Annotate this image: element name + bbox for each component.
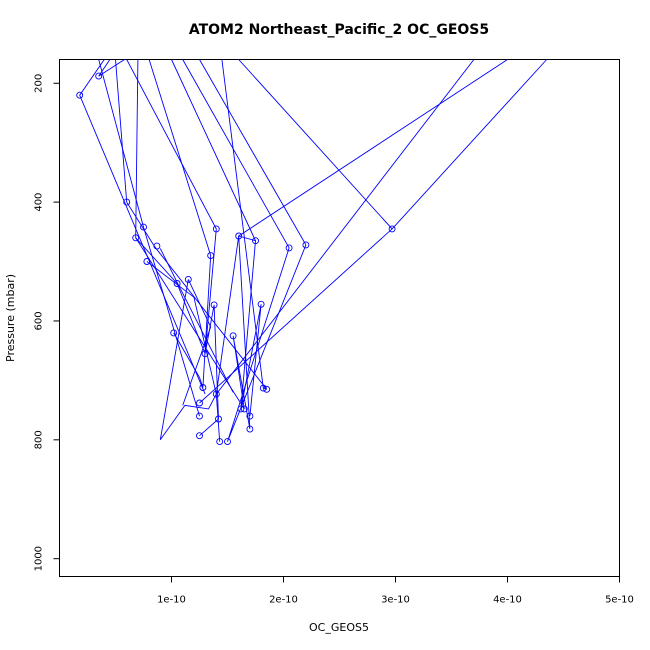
y-tick-label: 600 xyxy=(34,311,45,330)
data-point xyxy=(252,237,259,245)
data-point xyxy=(259,384,267,392)
series-line xyxy=(148,59,212,388)
data-point xyxy=(123,198,131,206)
x-tick-label: 3e-10 xyxy=(381,595,410,606)
x-tick-label: 1e-10 xyxy=(157,595,186,606)
data-point xyxy=(170,329,178,337)
series-line xyxy=(237,59,508,242)
y-tick-label: 1000 xyxy=(34,546,45,571)
data-point xyxy=(210,301,218,309)
series-line xyxy=(135,59,251,441)
data-point xyxy=(132,234,140,242)
y-tick-label: 800 xyxy=(34,430,45,449)
data-point xyxy=(199,384,207,391)
x-tick-label: 5e-10 xyxy=(605,595,634,606)
data-point xyxy=(212,390,220,398)
data-point xyxy=(153,242,161,250)
data-point xyxy=(237,405,245,413)
data-point xyxy=(196,432,203,440)
data-point xyxy=(143,258,151,265)
data-point xyxy=(95,72,103,80)
series-line xyxy=(221,59,267,390)
data-point xyxy=(285,244,293,252)
data-point xyxy=(229,332,237,340)
series-line xyxy=(159,248,234,393)
data-point xyxy=(184,275,192,283)
data-point xyxy=(235,232,243,240)
data-point xyxy=(76,91,84,99)
plot-lines xyxy=(79,59,548,442)
data-point xyxy=(246,412,254,420)
series-line xyxy=(199,59,307,246)
data-point xyxy=(140,223,147,231)
chart-title: ATOM2 Northeast_Pacific_2 OC_GEOS5 xyxy=(189,22,489,38)
data-point xyxy=(240,405,248,413)
data-point xyxy=(212,225,220,233)
x-axis: 1e-10 2e-10 3e-10 4e-10 5e-10 xyxy=(157,576,634,606)
series-line xyxy=(173,332,204,388)
data-point xyxy=(216,438,224,446)
y-axis: 200 400 600 800 1000 xyxy=(34,74,60,571)
series-line xyxy=(98,59,200,417)
x-axis-label: OC_GEOS5 xyxy=(309,621,369,634)
series-line xyxy=(182,279,212,406)
series-line xyxy=(146,261,217,395)
series-line xyxy=(391,59,548,230)
data-point xyxy=(173,280,181,287)
y-tick-label: 400 xyxy=(34,193,45,212)
data-point xyxy=(246,425,254,433)
data-point xyxy=(302,241,310,249)
data-point xyxy=(207,252,215,260)
data-point xyxy=(263,385,271,393)
x-tick-label: 4e-10 xyxy=(493,595,522,606)
data-point xyxy=(196,399,203,407)
data-point xyxy=(215,415,222,423)
series-line xyxy=(182,59,307,442)
data-point xyxy=(201,350,209,358)
x-tick-label: 2e-10 xyxy=(269,595,298,606)
data-point xyxy=(257,300,265,308)
plot-frame xyxy=(59,59,620,577)
series-line xyxy=(115,59,268,390)
y-axis-label: Pressure (mbar) xyxy=(4,274,17,362)
data-point xyxy=(388,225,396,233)
series-line xyxy=(135,237,206,354)
plot-points xyxy=(76,72,396,446)
y-tick-label: 200 xyxy=(34,74,45,93)
data-point xyxy=(224,438,231,446)
data-point xyxy=(196,412,203,420)
series-line xyxy=(126,59,219,437)
